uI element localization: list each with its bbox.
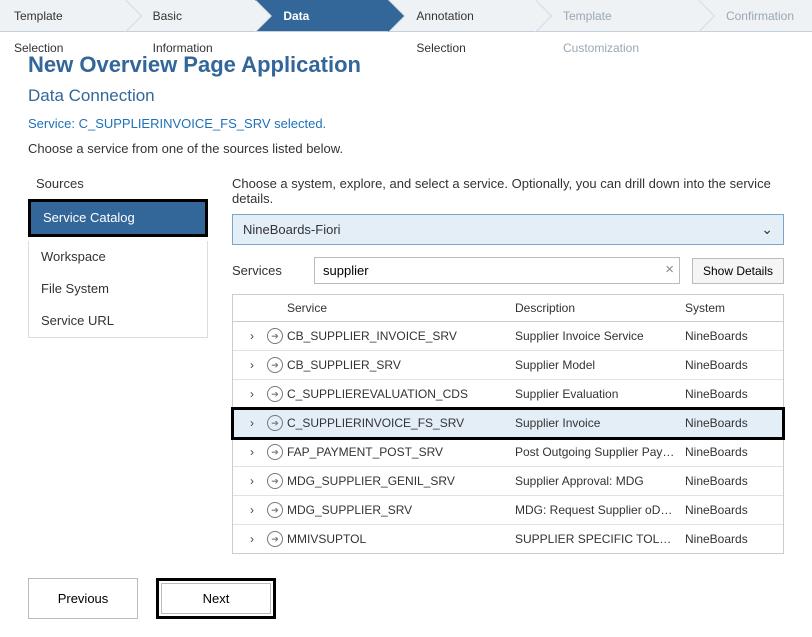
cell-system: NineBoards (685, 445, 775, 459)
sources-heading: Sources (28, 176, 208, 191)
system-select-value: NineBoards-Fiori (243, 222, 341, 237)
service-icon: ➔ (263, 531, 287, 547)
cell-system: NineBoards (685, 358, 775, 372)
expand-icon[interactable]: › (241, 329, 263, 343)
cell-description: Supplier Invoice (515, 416, 685, 430)
wizard-step-confirmation: Confirmation (698, 0, 812, 31)
expand-icon[interactable]: › (241, 387, 263, 401)
cell-system: NineBoards (685, 532, 775, 546)
cell-system: NineBoards (685, 416, 775, 430)
wizard-steps: Template Selection Basic Information Dat… (0, 0, 812, 32)
cell-system: NineBoards (685, 503, 775, 517)
chevron-down-icon: ⌄ (761, 221, 773, 238)
table-row[interactable]: › ➔ MDG_SUPPLIER_SRV MDG: Request Suppli… (233, 496, 783, 525)
table-row[interactable]: › ➔ CB_SUPPLIER_SRV Supplier Model NineB… (233, 351, 783, 380)
expand-icon[interactable]: › (241, 445, 263, 459)
cell-description: Supplier Approval: MDG (515, 474, 685, 488)
wizard-step-template-customization: Template Customization (535, 0, 698, 31)
system-select[interactable]: NineBoards-Fiori ⌄ (232, 214, 784, 245)
cell-service: MDG_SUPPLIER_SRV (287, 503, 515, 517)
cell-service: CB_SUPPLIER_SRV (287, 358, 515, 372)
service-icon: ➔ (263, 386, 287, 402)
services-filter-input[interactable] (314, 257, 680, 284)
cell-service: MDG_SUPPLIER_GENIL_SRV (287, 474, 515, 488)
services-filter-label: Services (232, 263, 302, 278)
cell-system: NineBoards (685, 387, 775, 401)
cell-service: FAP_PAYMENT_POST_SRV (287, 445, 515, 459)
show-details-button[interactable]: Show Details (692, 258, 784, 284)
wizard-step-data-connection[interactable]: Data Connection (255, 0, 388, 31)
source-item-service-catalog[interactable]: Service Catalog (31, 202, 205, 234)
selected-service-text: Service: C_SUPPLIERINVOICE_FS_SRV select… (28, 116, 784, 131)
table-header: Service Description System (233, 295, 783, 322)
wizard-step-basic-information[interactable]: Basic Information (125, 0, 256, 31)
wizard-footer: Previous Next (28, 578, 784, 619)
next-button[interactable]: Next (161, 583, 271, 614)
table-row[interactable]: › ➔ C_SUPPLIERINVOICE_FS_SRV Supplier In… (233, 409, 783, 438)
source-item-workspace[interactable]: Workspace (29, 241, 207, 273)
service-icon: ➔ (263, 444, 287, 460)
page-subtitle: Data Connection (28, 86, 784, 106)
column-system: System (685, 301, 775, 315)
right-instruction: Choose a system, explore, and select a s… (232, 176, 784, 206)
expand-icon[interactable]: › (241, 503, 263, 517)
previous-button[interactable]: Previous (28, 578, 138, 619)
table-row[interactable]: › ➔ CB_SUPPLIER_INVOICE_SRV Supplier Inv… (233, 322, 783, 351)
cell-description: Supplier Model (515, 358, 685, 372)
table-row[interactable]: › ➔ FAP_PAYMENT_POST_SRV Post Outgoing S… (233, 438, 783, 467)
page-title: New Overview Page Application (28, 52, 784, 78)
service-selection-column: Choose a system, explore, and select a s… (232, 176, 784, 554)
cell-service: C_SUPPLIEREVALUATION_CDS (287, 387, 515, 401)
clear-icon[interactable]: × (665, 261, 674, 278)
sources-list: Workspace File System Service URL (28, 241, 208, 338)
service-icon: ➔ (263, 328, 287, 344)
page-instruction: Choose a service from one of the sources… (28, 141, 784, 156)
cell-description: MDG: Request Supplier oD… (515, 503, 685, 517)
column-service: Service (287, 301, 515, 315)
source-item-file-system[interactable]: File System (29, 273, 207, 305)
cell-system: NineBoards (685, 474, 775, 488)
cell-service: C_SUPPLIERINVOICE_FS_SRV (287, 416, 515, 430)
source-item-service-url[interactable]: Service URL (29, 305, 207, 337)
wizard-step-template-selection[interactable]: Template Selection (0, 0, 125, 31)
sources-column: Sources Service Catalog Workspace File S… (28, 176, 208, 554)
service-icon: ➔ (263, 502, 287, 518)
cell-description: Post Outgoing Supplier Pay… (515, 445, 685, 459)
expand-icon[interactable]: › (241, 358, 263, 372)
service-icon: ➔ (263, 415, 287, 431)
wizard-step-annotation-selection[interactable]: Annotation Selection (388, 0, 535, 31)
highlight-next: Next (156, 578, 276, 619)
cell-service: MMIVSUPTOL (287, 532, 515, 546)
cell-description: SUPPLIER SPECIFIC TOLE… (515, 532, 685, 546)
service-icon: ➔ (263, 357, 287, 373)
table-row[interactable]: › ➔ MMIVSUPTOL SUPPLIER SPECIFIC TOLE… N… (233, 525, 783, 553)
expand-icon[interactable]: › (241, 532, 263, 546)
services-table: Service Description System › ➔ CB_SUPPLI… (232, 294, 784, 554)
table-row[interactable]: › ➔ MDG_SUPPLIER_GENIL_SRV Supplier Appr… (233, 467, 783, 496)
expand-icon[interactable]: › (241, 416, 263, 430)
highlight-service-catalog: Service Catalog (28, 199, 208, 237)
expand-icon[interactable]: › (241, 474, 263, 488)
cell-description: Supplier Invoice Service (515, 329, 685, 343)
column-description: Description (515, 301, 685, 315)
table-row[interactable]: › ➔ C_SUPPLIEREVALUATION_CDS Supplier Ev… (233, 380, 783, 409)
cell-description: Supplier Evaluation (515, 387, 685, 401)
cell-service: CB_SUPPLIER_INVOICE_SRV (287, 329, 515, 343)
cell-system: NineBoards (685, 329, 775, 343)
page-content: New Overview Page Application Data Conne… (0, 32, 812, 637)
service-icon: ➔ (263, 473, 287, 489)
